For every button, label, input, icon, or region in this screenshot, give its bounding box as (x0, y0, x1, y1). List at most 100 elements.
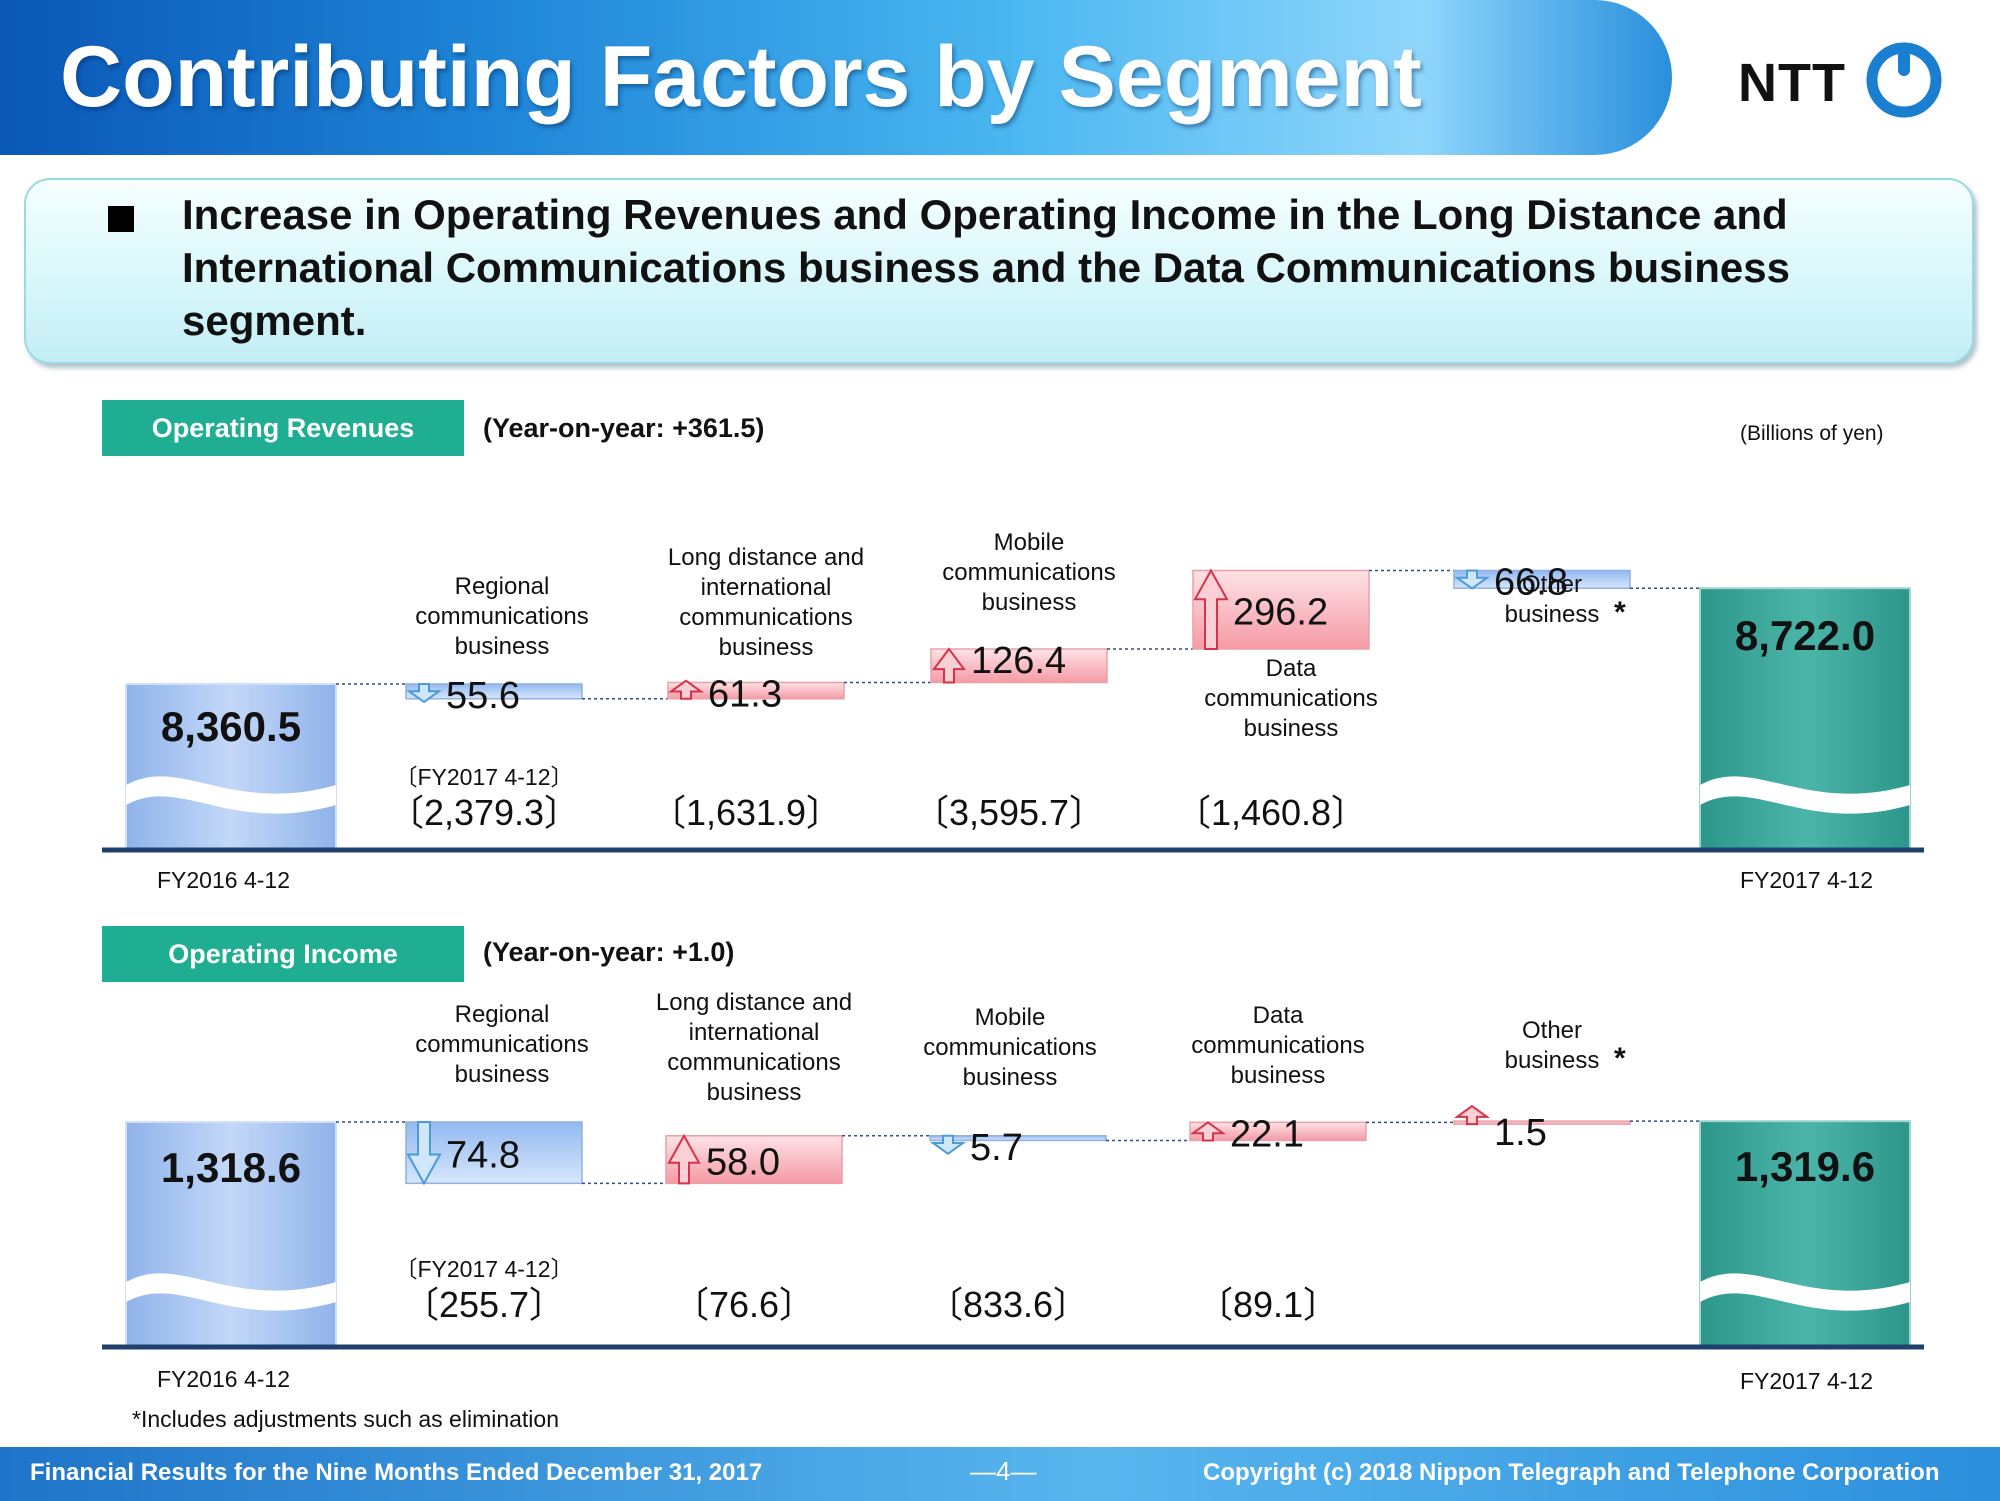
page-title: Contributing Factors by Segment (60, 29, 1422, 125)
bracket-header-label: 〔FY2017 4-12〕 (395, 1256, 574, 1282)
footer-left-text: Financial Results for the Nine Months En… (30, 1459, 763, 1486)
start-value-label: 8,360.5 (161, 703, 301, 750)
step-bar (667, 681, 845, 700)
end-value-label: 1,319.6 (1735, 1143, 1875, 1190)
segment-name-line: business (1505, 601, 1600, 628)
step-value-label: 1.5 (1494, 1112, 1547, 1154)
start-bar (125, 683, 337, 851)
section-label-operating-revenues: Operating Revenues (102, 400, 464, 456)
unit-label: (Billions of yen) (1740, 422, 1884, 445)
end-period-label-revenues: FY2017 4-12 (1740, 867, 1873, 893)
segment-name-line: business (1244, 715, 1339, 742)
footer-copyright: Copyright (c) 2018 Nippon Telegraph and … (1203, 1459, 1940, 1486)
segment-name-line: communications (1191, 1032, 1364, 1059)
segment-name-line: Long distance and (668, 544, 864, 571)
segment-total-label: 〔2,379.3〕 (388, 792, 580, 833)
step-value-label: 296.2 (1233, 592, 1328, 634)
step-value-label: 58.0 (706, 1142, 780, 1184)
waterfall-chart-operating-income: 1,318.6 74.8 Regional communications busines… (102, 990, 1924, 1350)
segment-name-line: business (1505, 1047, 1600, 1074)
segment-total-label: 〔3,595.7〕 (913, 792, 1105, 833)
up-arrow-icon (667, 1133, 701, 1185)
segment-name-line: business (455, 1061, 550, 1088)
footer-band (0, 1447, 2000, 1501)
segment-total-label: 〔89.1〕 (1197, 1284, 1339, 1325)
end-period-label-income: FY2017 4-12 (1740, 1368, 1873, 1394)
end-bar-wave (1700, 1273, 1910, 1311)
down-arrow-icon (405, 683, 443, 704)
asterisk-mark: * (1614, 1042, 1626, 1075)
step-bar (1453, 1120, 1631, 1125)
step-bar (1189, 1121, 1367, 1142)
step-value-label: 126.4 (971, 640, 1066, 682)
step-bar (929, 1135, 1107, 1142)
summary-text: Increase in Operating Revenues and Opera… (182, 191, 1790, 344)
segment-name-line: Other (1522, 571, 1582, 598)
segment-total-label: 〔1,460.8〕 (1175, 792, 1367, 833)
yoy-operating-income: (Year-on-year: +1.0) (483, 937, 735, 967)
segment-total-label: 〔1,631.9〕 (650, 792, 842, 833)
end-value-label: 8,722.0 (1735, 612, 1875, 659)
segment-name-line: communications (415, 1031, 588, 1058)
start-period-label-revenues: FY2016 4-12 (157, 867, 290, 893)
bracket-header-label: 〔FY2017 4-12〕 (395, 764, 574, 790)
start-bar-wave (126, 1273, 336, 1311)
up-arrow-icon (1193, 568, 1229, 650)
footnote: *Includes adjustments such as eliminatio… (132, 1406, 560, 1432)
segment-name-line: communications (415, 603, 588, 630)
up-arrow-icon (667, 679, 705, 700)
segment-name-line: international (689, 1019, 820, 1046)
asterisk-mark: * (1614, 596, 1626, 629)
segment-name-line: business (963, 1064, 1058, 1091)
segment-name-line: Data (1266, 655, 1317, 682)
segment-total-label: 〔255.7〕 (403, 1284, 565, 1325)
start-period-label-income: FY2016 4-12 (157, 1366, 290, 1392)
segment-name-line: communications (923, 1034, 1096, 1061)
step-value-label: 61.3 (708, 673, 782, 715)
segment-total-label: 〔833.6〕 (927, 1284, 1089, 1325)
down-arrow-icon (1453, 569, 1491, 590)
segment-name-line: business (455, 633, 550, 660)
step-value-label: 5.7 (970, 1127, 1023, 1169)
start-bar-wave (126, 776, 336, 814)
segment-name-line: Regional (455, 573, 550, 600)
segment-name-line: business (707, 1079, 802, 1106)
square-bullet-icon (108, 206, 134, 232)
segment-name-line: Other (1522, 1017, 1582, 1044)
segment-name-line: business (982, 589, 1077, 616)
section-label-operating-income: Operating Income (102, 926, 464, 982)
ntt-logo-text: NTT (1738, 53, 1846, 113)
page-number: ―4― (970, 1456, 1037, 1486)
waterfall-chart-operating-revenues: 8,360.5 55.6 Regional communications busines… (102, 529, 1924, 853)
start-bar (125, 1121, 337, 1348)
segment-name-line: international (701, 574, 832, 601)
ntt-logo-icon (1866, 42, 1942, 118)
end-bar-wave (1700, 776, 1910, 814)
up-arrow-icon (1189, 1121, 1227, 1142)
step-bar (405, 683, 583, 700)
segment-name-line: communications (679, 604, 852, 631)
header-band (0, 0, 1672, 155)
segment-name-line: Regional (455, 1001, 550, 1028)
step-value-label: 55.6 (446, 675, 520, 717)
segment-name-line: Mobile (975, 1004, 1046, 1031)
step-value-label: 66.8 (1494, 562, 1568, 604)
up-arrow-icon (932, 647, 966, 684)
segment-name-line: communications (942, 559, 1115, 586)
down-arrow-icon (929, 1134, 967, 1156)
segment-name-line: business (1231, 1062, 1326, 1089)
summary-box (24, 178, 1974, 364)
yoy-operating-revenues: (Year-on-year: +361.5) (483, 413, 765, 443)
segment-name-line: business (719, 634, 814, 661)
step-bar (1192, 569, 1370, 650)
end-bar (1699, 1120, 1911, 1348)
step-bar (1453, 569, 1631, 589)
up-arrow-icon (1453, 1104, 1491, 1126)
start-value-label: 1,318.6 (161, 1144, 301, 1191)
step-value-label: 22.1 (1230, 1113, 1304, 1155)
segment-name-line: communications (1204, 685, 1377, 712)
down-arrow-icon (406, 1121, 442, 1186)
step-bar (405, 1121, 583, 1185)
segment-name-line: Data (1253, 1002, 1304, 1029)
step-value-label: 74.8 (446, 1135, 520, 1177)
